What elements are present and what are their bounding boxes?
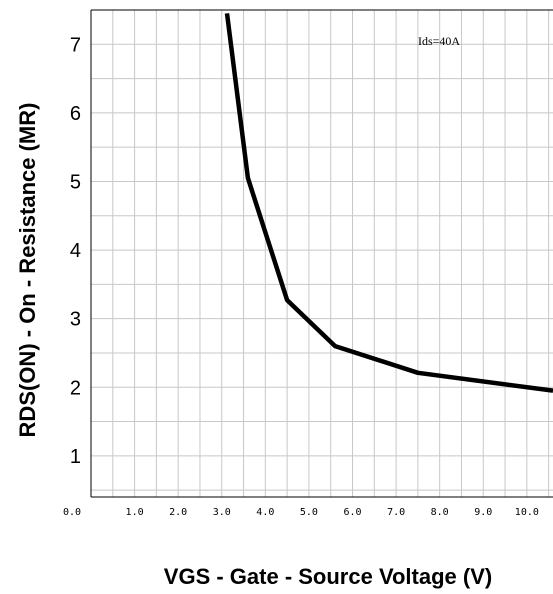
y-tick-label: 3: [70, 309, 81, 331]
y-tick-label: 7: [70, 34, 81, 56]
series: [224, 13, 553, 393]
x-axis-label: VGS - Gate - Source Voltage (V): [164, 564, 492, 589]
x-tick-label: 10.0: [515, 507, 539, 518]
x-tick-label: 1.0: [126, 507, 144, 518]
x-tick-label: 0.0: [63, 507, 81, 518]
axes: [90, 9, 553, 498]
x-tick-label: 6.0: [343, 507, 361, 518]
y-tick-labels: 1 2 3 4 5 6 7: [70, 34, 81, 468]
y-tick-label: 1: [70, 446, 81, 468]
y-tick-label: 2: [70, 377, 81, 399]
x-tick-label: 7.0: [387, 507, 405, 518]
x-tick-label: 4.0: [256, 507, 274, 518]
grid-lines: [91, 10, 553, 497]
y-tick-label: 6: [70, 103, 81, 125]
x-tick-label: 2.0: [169, 507, 187, 518]
y-axis-label: RDS(ON) - On - Resistance (MR): [15, 103, 40, 438]
series-line: [224, 13, 553, 393]
y-tick-label: 5: [70, 171, 81, 193]
y-tick-label: 4: [70, 240, 81, 262]
x-tick-label: 8.0: [431, 507, 449, 518]
x-tick-label: 5.0: [300, 507, 318, 518]
x-tick-labels: 0.0 1.0 2.0 3.0 4.0 5.0 6.0 7.0 8.0 9.0 10.0: [63, 507, 539, 518]
annotation-ids: Ids=40A: [418, 34, 460, 48]
x-tick-label: 9.0: [474, 507, 492, 518]
x-tick-label: 3.0: [213, 507, 231, 518]
